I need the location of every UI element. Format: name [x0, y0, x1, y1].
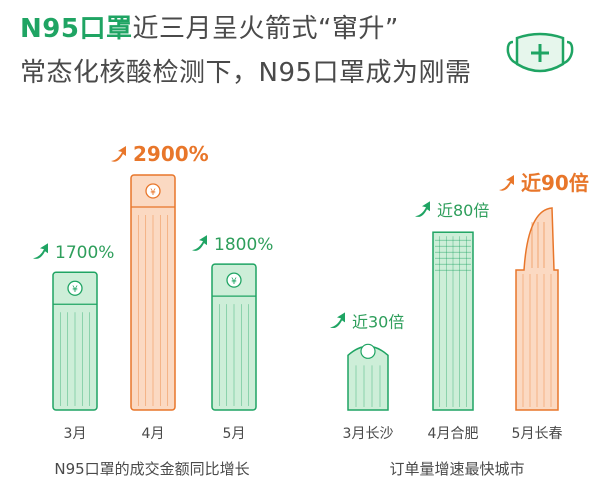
up-arrow-icon [415, 201, 430, 217]
up-arrow-icon [33, 243, 48, 259]
yuan-symbol: ¥ [72, 285, 78, 295]
value-label: 1700% [55, 243, 114, 263]
category-label: 4月 [142, 426, 165, 442]
headline-rest: 近三月呈火箭式“窜升” [132, 14, 399, 44]
value-label: 1800% [214, 235, 273, 255]
dome-icon [360, 343, 376, 359]
building-bar [347, 343, 389, 411]
face-mask-icon [506, 32, 574, 73]
yuan-symbol: ¥ [150, 188, 156, 198]
building-bar [432, 231, 474, 411]
yuan-symbol: ¥ [231, 277, 237, 287]
up-arrow-icon [330, 312, 345, 329]
up-arrow-icon [192, 235, 207, 251]
up-arrow-icon [111, 146, 126, 162]
yuan-coin-icon [67, 280, 83, 296]
category-label: 3月 [64, 426, 87, 442]
up-arrow-icon [499, 175, 514, 191]
bar-group: ¥ [211, 263, 257, 411]
building-bar [515, 207, 559, 411]
category-label: 5月长春 [512, 426, 563, 442]
category-label: 4月合肥 [428, 426, 479, 442]
bar-group: ¥ [130, 174, 176, 411]
bar-group: ¥ [52, 271, 98, 411]
x-axis-label: 订单量增速最快城市 [389, 460, 524, 478]
value-label: 近90倍 [521, 171, 589, 195]
value-label: 近30倍 [352, 312, 404, 331]
headline-line-2: 常态化核酸检测下，N95口罩成为刚需 [20, 58, 472, 88]
value-label: 2900% [133, 142, 209, 166]
category-label: 3月长沙 [343, 426, 394, 442]
yuan-coin-icon [226, 272, 242, 288]
headline-highlight: N95口罩 [20, 14, 133, 44]
headline-line-1: N95口罩近三月呈火箭式“窜升” [20, 8, 399, 45]
yuan-coin-icon [145, 183, 161, 199]
x-axis-label: N95口罩的成交金额同比增长 [54, 460, 249, 478]
category-label: 5月 [223, 426, 246, 442]
value-label: 近80倍 [437, 201, 489, 220]
